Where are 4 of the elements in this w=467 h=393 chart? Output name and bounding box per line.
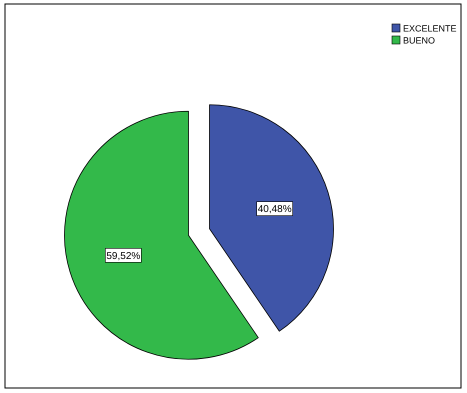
data-label: 40,48% [258,204,292,216]
legend-label: BUENO [403,36,436,46]
data-label: 59,52% [106,250,140,262]
legend-label: EXCELENTE [403,24,457,34]
